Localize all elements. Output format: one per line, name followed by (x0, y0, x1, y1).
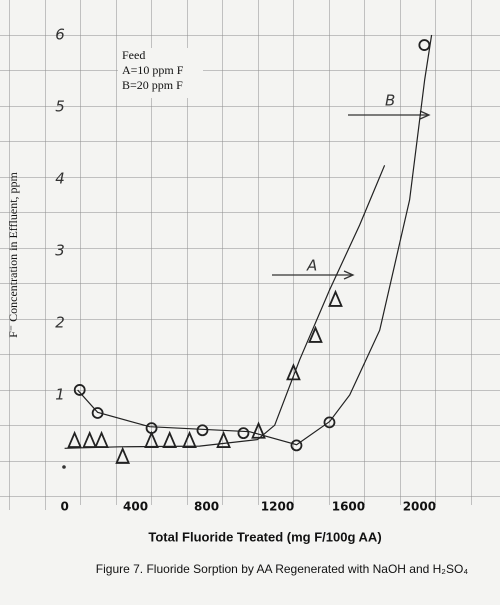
legend-entry: B=20 ppm F (122, 78, 183, 92)
data-point (290, 439, 303, 452)
y-tick-label: 1 (55, 386, 65, 404)
graph-paper (0, 0, 500, 510)
data-point (144, 430, 159, 448)
data-point (82, 430, 98, 448)
x-tick-label: 1200 (261, 500, 294, 514)
data-point (237, 427, 250, 440)
data-point (115, 446, 131, 464)
data-point (196, 424, 209, 437)
data-point (328, 289, 343, 307)
legend-title: Feed (122, 48, 145, 62)
legend-entry: A=10 ppm F (122, 63, 184, 77)
data-point (162, 430, 178, 448)
y-tick-label: 4 (55, 170, 65, 188)
fit-curve (77, 34, 433, 446)
data-point (94, 430, 109, 448)
data-point (216, 430, 231, 448)
x-tick-label: 2000 (403, 500, 436, 514)
data-point (91, 407, 104, 419)
y-tick-label: 3 (55, 242, 65, 260)
origin-dot (62, 465, 66, 469)
y-tick-label: 5 (55, 98, 65, 116)
data-point (251, 421, 266, 439)
data-point (418, 39, 431, 51)
plot: 0 400 800 1200 1600 2000 1 2 3 4 5 6 (55, 26, 436, 514)
data-point (145, 422, 158, 435)
y-axis-label: F⁻ Concentration in Effluent, ppm (6, 171, 20, 337)
x-axis-label: Total Fluoride Treated (mg F/100g AA) (148, 529, 381, 544)
caption-area (70, 505, 500, 605)
x-tick-label: 1600 (332, 500, 365, 514)
arrow-head (419, 110, 431, 120)
legend-box (118, 48, 203, 98)
y-tick-label: 2 (55, 314, 65, 332)
x-tick-label: 400 (123, 500, 148, 514)
curve-label: B (385, 92, 395, 110)
curve-label: A (306, 257, 317, 275)
data-point (182, 430, 197, 448)
y-tick-label: 6 (55, 26, 65, 44)
data-point (323, 416, 336, 429)
caption: Figure 7. Fluoride Sorption by AA Regene… (96, 562, 469, 576)
data-point (308, 325, 323, 343)
x-tick-label: 800 (194, 500, 219, 514)
data-point (286, 363, 301, 381)
arrow-head (343, 270, 355, 280)
data-point (67, 430, 82, 448)
data-point (73, 384, 86, 396)
x-tick-label: 0 (60, 500, 68, 514)
